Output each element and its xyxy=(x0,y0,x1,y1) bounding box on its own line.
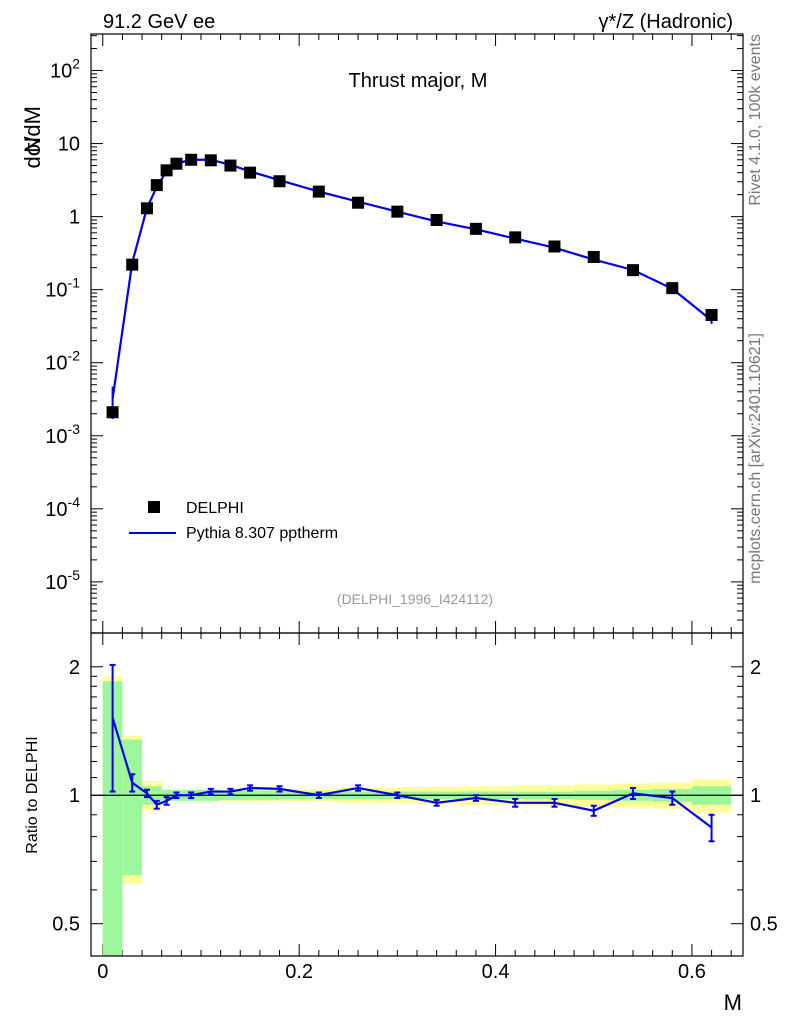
data-point xyxy=(587,251,600,264)
ratio-y-tick-label-right: 1 xyxy=(750,785,761,807)
main-axes: 10-5 10-4 10-3 10-2 10-1 1 10 102 xyxy=(45,33,744,956)
chart-marks xyxy=(106,153,718,843)
ratio-frame xyxy=(90,632,744,957)
y-tick-label: 10 xyxy=(58,134,80,156)
header-right: γ*/Z (Hadronic) xyxy=(599,11,733,33)
data-point xyxy=(150,179,163,192)
data-point xyxy=(469,222,482,235)
ratio-y-axis-label: Ratio to DELPHI xyxy=(24,736,41,853)
x-tick-label: 0.6 xyxy=(678,961,706,983)
ratio-axes: 0 0.2 0.4 0.6 0.5 0.5 1 1 2 2 xyxy=(52,632,778,983)
data-point xyxy=(224,159,237,172)
data-point xyxy=(666,282,679,295)
ratio-series-line xyxy=(111,717,713,829)
main-frame xyxy=(90,33,744,634)
analysis-watermark: (DELPHI_1996_I424112) xyxy=(337,591,493,607)
band-inner-segment xyxy=(102,681,123,956)
y-tick-label: 10-4 xyxy=(45,494,80,521)
mcplots-label: mcplots.cern.ch [arXiv:2401.10621] xyxy=(747,333,764,584)
legend-data-label: DELPHI xyxy=(186,500,244,517)
band-inner-segment xyxy=(122,739,143,876)
y-tick-label: 10-3 xyxy=(45,421,80,448)
mc-series-line xyxy=(111,158,713,400)
ratio-y-tick-label-right: 2 xyxy=(750,657,761,679)
legend-mc-label: Pythia 8.307 pptherm xyxy=(186,525,338,542)
data-point xyxy=(430,213,443,226)
x-axis-label: M xyxy=(724,990,742,1015)
data-point xyxy=(509,231,522,244)
data-point xyxy=(391,205,404,218)
data-point xyxy=(548,240,561,253)
y-axis-label-expr: dσ/dM xyxy=(20,106,45,169)
data-point xyxy=(244,166,257,179)
data-point xyxy=(126,258,139,271)
x-tick-label: 0.2 xyxy=(285,961,313,983)
rivet-label: Rivet 4.1.0, 100k events xyxy=(747,34,764,206)
ratio-y-tick-label: 2 xyxy=(69,657,80,679)
data-point xyxy=(106,406,119,419)
ratio-y-tick-label: 1 xyxy=(69,785,80,807)
data-point xyxy=(627,264,640,277)
legend: DELPHI Pythia 8.307 pptherm xyxy=(129,500,338,542)
y-tick-label: 10-5 xyxy=(45,567,80,594)
data-point xyxy=(140,202,153,215)
data-point xyxy=(273,175,286,188)
ratio-y-tick-label-right: 0.5 xyxy=(750,914,778,936)
y-tick-label: 10-1 xyxy=(45,275,80,302)
x-tick-label: 0 xyxy=(97,961,108,983)
data-point xyxy=(204,154,217,167)
y-axis-label-n: N xyxy=(20,137,45,153)
data-point xyxy=(705,309,718,322)
data-point xyxy=(170,157,183,170)
header-left: 91.2 GeV ee xyxy=(103,11,215,33)
y-tick-label: 1 xyxy=(69,207,80,229)
data-point xyxy=(352,196,365,209)
data-point xyxy=(312,185,325,198)
y-tick-label: 102 xyxy=(50,56,80,83)
plot-title: Thrust major, M xyxy=(349,70,488,92)
data-point xyxy=(160,164,173,177)
y-tick-label: 10-2 xyxy=(45,348,80,375)
x-tick-label: 0.4 xyxy=(482,961,510,983)
legend-data-marker xyxy=(148,501,160,513)
data-point xyxy=(185,153,198,166)
ratio-y-tick-label: 0.5 xyxy=(52,914,80,936)
